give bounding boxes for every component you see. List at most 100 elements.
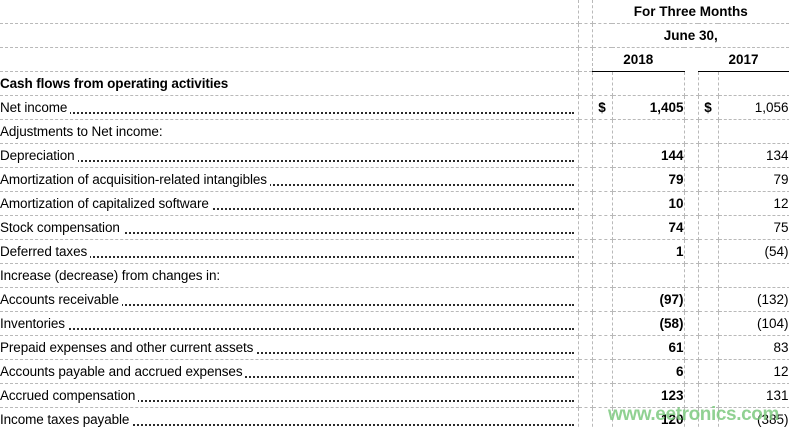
value-2018: 79	[612, 167, 685, 192]
spacer-cell	[578, 359, 593, 384]
value-2017	[718, 263, 789, 288]
currency-symbol-2018	[592, 263, 613, 288]
value-2018: 123	[612, 383, 685, 408]
row-label-cell: Accounts payable and accrued expenses	[0, 359, 579, 384]
currency-symbol-2018	[592, 311, 613, 336]
value-2018: 144	[612, 143, 685, 168]
spacer-cell	[578, 239, 593, 264]
row-label-cell: Accrued compensation	[0, 383, 579, 408]
spacer-cell	[578, 95, 593, 120]
table-row: Depreciation 144 134	[0, 143, 789, 168]
header-row-date: June 30,	[0, 23, 789, 48]
spacer-cell	[578, 335, 593, 360]
row-label: Accounts payable and accrued expenses	[0, 364, 246, 379]
spacer-cell-2	[684, 167, 699, 192]
row-label: Prepaid expenses and other current asset…	[0, 340, 257, 355]
currency-symbol-2017	[698, 383, 719, 408]
spacer-cell	[578, 407, 593, 428]
table-row: Increase (decrease) from changes in:	[0, 263, 789, 288]
spacer-cell	[578, 71, 593, 96]
table-row: Net income $1,405 $1,056	[0, 95, 789, 120]
row-label-cell: Depreciation	[0, 143, 579, 168]
leader-dots	[6, 304, 574, 306]
value-2017	[718, 71, 789, 96]
currency-symbol-2018	[592, 215, 613, 240]
table-row: Cash flows from operating activities	[0, 71, 789, 96]
spacer-cell-2	[684, 407, 699, 428]
table-row: Amortization of capitalized software 10 12	[0, 191, 789, 216]
currency-symbol-2017: $	[698, 95, 719, 120]
value-2017: 131	[718, 383, 789, 408]
leader-dots	[6, 400, 574, 402]
value-2018: 74	[612, 215, 685, 240]
spacer-cell-2	[684, 239, 699, 264]
row-label: Adjustments to Net income:	[0, 124, 166, 139]
currency-symbol-2017	[698, 191, 719, 216]
row-label: Amortization of capitalized software	[0, 196, 212, 211]
table-row: Amortization of acquisition-related inta…	[0, 167, 789, 192]
value-2018	[612, 119, 685, 144]
currency-symbol-2017	[698, 119, 719, 144]
table-row: Income taxes payable 120 (385)	[0, 407, 789, 428]
row-label: Depreciation	[0, 148, 78, 163]
table-row: Accounts payable and accrued expenses 6 12	[0, 359, 789, 384]
spacer-cell	[578, 287, 593, 312]
row-label: Increase (decrease) from changes in:	[0, 268, 224, 283]
spacer-cell	[578, 167, 593, 192]
header-spacer-gap2	[684, 48, 698, 72]
leader-dots	[6, 376, 574, 378]
leader-dots	[6, 424, 574, 426]
value-2018: (58)	[612, 311, 685, 336]
currency-symbol-2017	[698, 359, 719, 384]
leader-dots	[6, 232, 574, 234]
spacer-cell-2	[684, 383, 699, 408]
currency-symbol-2017	[698, 71, 719, 96]
table-row: Deferred taxes 1 (54)	[0, 239, 789, 264]
currency-symbol-2017	[698, 335, 719, 360]
value-2018: 1	[612, 239, 685, 264]
header-spacer-label-3	[0, 47, 579, 72]
value-2017: (54)	[718, 239, 789, 264]
header-row-period: For Three Months	[0, 0, 789, 24]
spacer-cell-2	[684, 287, 699, 312]
currency-symbol-2017	[698, 167, 719, 192]
value-2017: 12	[718, 191, 789, 216]
currency-symbol-2018	[592, 407, 613, 428]
currency-symbol-2018: $	[592, 95, 613, 120]
column-header-2018: 2018	[592, 47, 684, 72]
header-spacer-label-2	[0, 23, 579, 48]
spacer-cell-2	[684, 191, 699, 216]
value-2017: 12	[718, 359, 789, 384]
row-label: Income taxes payable	[0, 412, 133, 427]
row-label-cell: Cash flows from operating activities	[0, 71, 579, 96]
value-2018	[612, 71, 685, 96]
currency-symbol-2017	[698, 215, 719, 240]
row-label: Net income	[0, 100, 71, 115]
header-spacer-gap1-2	[578, 23, 593, 48]
table-row: Stock compensation 74 75	[0, 215, 789, 240]
value-2017: 79	[718, 167, 789, 192]
spacer-cell-2	[684, 359, 699, 384]
row-label-cell: Amortization of capitalized software	[0, 191, 579, 216]
value-2017: (385)	[718, 407, 789, 428]
table-row: Prepaid expenses and other current asset…	[0, 335, 789, 360]
currency-symbol-2018	[592, 335, 613, 360]
spacer-cell-2	[684, 71, 699, 96]
currency-symbol-2018	[592, 287, 613, 312]
value-2017	[718, 119, 789, 144]
leader-dots	[6, 208, 574, 210]
currency-symbol-2017	[698, 311, 719, 336]
spacer-cell	[578, 263, 593, 288]
value-2018: 6	[612, 359, 685, 384]
leader-dots	[6, 352, 574, 354]
row-label: Cash flows from operating activities	[0, 76, 232, 91]
period-title: For Three Months	[592, 0, 789, 24]
spacer-cell-2	[684, 263, 699, 288]
currency-symbol-2017	[698, 143, 719, 168]
currency-symbol-2018	[592, 191, 613, 216]
spacer-cell-2	[684, 143, 699, 168]
currency-symbol-2017	[698, 263, 719, 288]
value-2017: 75	[718, 215, 789, 240]
period-subtitle: June 30,	[592, 23, 789, 48]
